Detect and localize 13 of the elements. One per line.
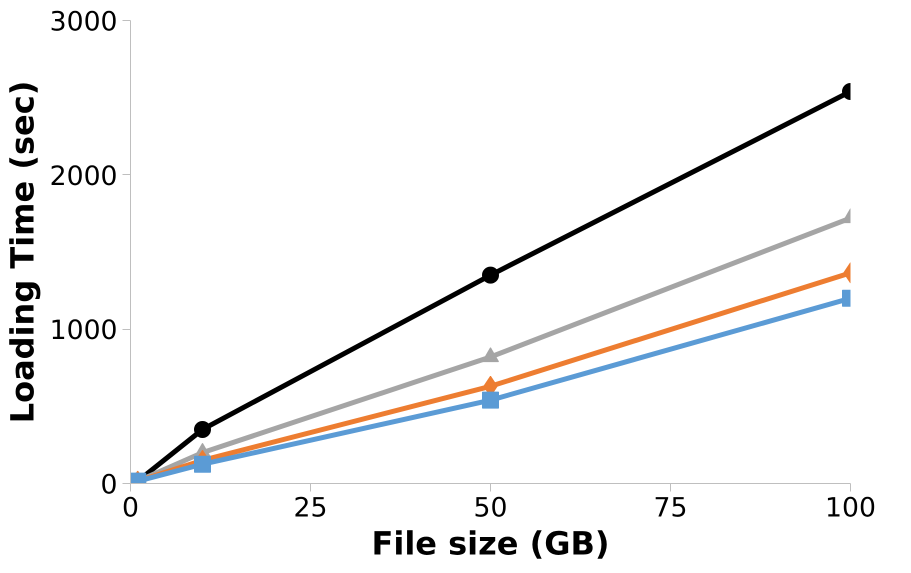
x-axis-title: File size (GB) [371,524,610,562]
x-tick-label: 100 [825,492,876,524]
y-tick-label: 1000 [50,315,118,346]
y-tick-label: 2000 [50,160,118,192]
x-tick-label: 25 [294,492,328,524]
x-tick-label: 0 [122,492,139,524]
y-axis-title: Loading Time (sec) [4,80,42,424]
point [194,456,211,473]
x-tick-label: 75 [654,492,688,524]
y-tick-label: 3000 [50,6,118,38]
y-tick-label: 0 [100,470,118,500]
point [194,421,211,438]
x-tick-label: 50 [474,492,508,524]
